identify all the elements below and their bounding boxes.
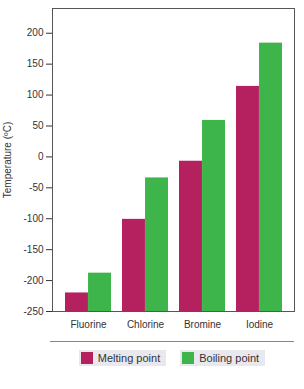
svg-text:Fluorine: Fluorine <box>70 319 107 330</box>
svg-text:Chlorine: Chlorine <box>127 319 165 330</box>
html-text:Melting point: Melting point <box>97 352 161 364</box>
svg-text:-150: -150 <box>23 244 43 255</box>
svg-text:50: 50 <box>32 120 44 131</box>
svg-text:-100: -100 <box>23 213 43 224</box>
svg-text:100: 100 <box>27 89 44 100</box>
svg-text:Temperature (ºC): Temperature (ºC) <box>2 122 13 198</box>
html-text:Boiling point: Boiling point <box>199 352 260 364</box>
svg-text:200: 200 <box>27 27 44 38</box>
svg-text:-200: -200 <box>23 275 43 286</box>
svg-text:-250: -250 <box>23 306 43 317</box>
svg-text:Iodine: Iodine <box>246 319 274 330</box>
svg-text:0: 0 <box>38 151 44 162</box>
svg-text:150: 150 <box>27 58 44 69</box>
svg-text:Bromine: Bromine <box>184 319 222 330</box>
svg-text:-50: -50 <box>29 182 44 193</box>
